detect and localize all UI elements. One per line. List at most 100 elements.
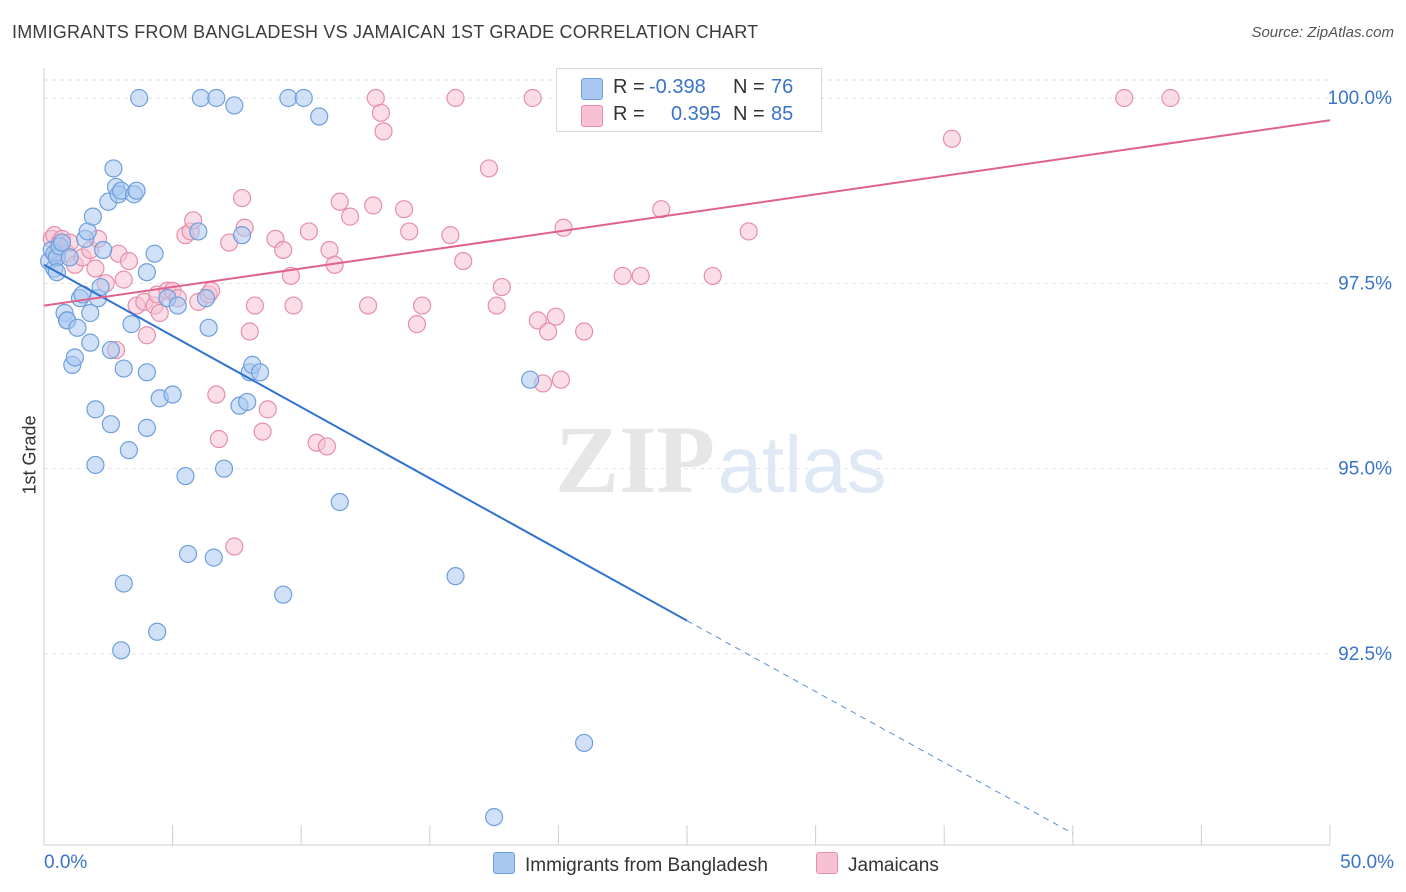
point-jamaicans [613, 266, 632, 286]
legend-n-value: 76 [771, 76, 794, 98]
trend-lines [43, 119, 1331, 834]
point-bangladesh [119, 441, 138, 460]
legend-item-bangladesh[interactable]: Immigrants from Bangladesh [493, 852, 768, 877]
point-bangladesh [178, 544, 198, 564]
point-jamaicans [371, 103, 391, 122]
chart-title: IMMIGRANTS FROM BANGLADESH VS JAMAICAN 1… [12, 22, 759, 42]
point-jamaicans [551, 370, 571, 389]
legend-label-bangladesh: Immigrants from Bangladesh [525, 855, 768, 876]
point-jamaicans [631, 266, 650, 286]
point-bangladesh [137, 418, 156, 437]
point-bangladesh [83, 207, 102, 226]
legend-n-value: 85 [771, 103, 794, 125]
legend-swatch-blue [581, 78, 603, 100]
point-jamaicans [652, 200, 671, 219]
y-tick-labels: 92.5% 95.0% 97.5% 100.0% [1328, 88, 1393, 665]
point-jamaicans [739, 222, 758, 241]
y-axis-title: 1st Grade [19, 415, 40, 495]
legend-r-value: -0.398 [649, 76, 706, 98]
point-bangladesh [204, 548, 223, 567]
y-tick-label: 95.0% [1338, 459, 1392, 480]
watermark-zip: ZIP [555, 406, 715, 513]
y-tick-label: 92.5% [1338, 644, 1392, 665]
legend-swatch-blue [493, 852, 515, 874]
point-jamaicans [86, 259, 105, 278]
trend-line-bangladesh-extension [686, 620, 1074, 834]
point-bangladesh [196, 289, 216, 308]
point-bangladesh [94, 240, 113, 260]
grid-lines [44, 79, 1330, 655]
point-jamaicans [330, 192, 349, 211]
legend-n-label: N = [733, 76, 765, 98]
point-jamaicans [575, 322, 594, 341]
point-bangladesh [238, 392, 257, 412]
point-jamaicans [245, 296, 265, 315]
point-jamaicans [703, 266, 722, 286]
point-jamaicans [232, 188, 252, 208]
point-bangladesh [122, 315, 141, 334]
point-jamaicans [446, 88, 465, 108]
point-bangladesh [485, 807, 504, 827]
point-jamaicans [487, 296, 506, 315]
x-tick-min: 0.0% [44, 852, 88, 873]
point-bangladesh [279, 88, 298, 108]
point-jamaicans [253, 422, 272, 441]
point-jamaicans [317, 437, 337, 456]
point-bangladesh [127, 181, 146, 200]
legend-r-label: R = [613, 103, 645, 125]
point-jamaicans [225, 537, 244, 556]
point-bangladesh [137, 263, 156, 282]
point-jamaicans [454, 251, 473, 271]
point-bangladesh [112, 641, 131, 660]
point-jamaicans [1115, 88, 1134, 108]
point-jamaicans [299, 222, 319, 241]
legend-item-jamaicans[interactable]: Jamaicans [816, 852, 939, 877]
point-bangladesh [68, 318, 87, 337]
point-bangladesh [60, 248, 79, 267]
point-jamaicans [358, 296, 378, 315]
point-jamaicans [364, 196, 383, 215]
legend-n-label: N = [733, 103, 765, 125]
watermark: ZIP atlas [555, 406, 887, 513]
point-jamaicans [119, 251, 138, 271]
point-jamaicans [374, 122, 393, 141]
point-jamaicans [207, 385, 226, 404]
point-bangladesh [189, 222, 208, 241]
point-bangladesh [168, 296, 187, 315]
point-bangladesh [52, 233, 72, 252]
watermark-atlas: atlas [718, 420, 887, 509]
point-bangladesh [86, 400, 105, 419]
series-legend: Immigrants from Bangladesh Jamaicans [0, 852, 1406, 878]
point-jamaicans [400, 222, 419, 241]
point-jamaicans [539, 322, 558, 341]
series-bangladesh [40, 88, 594, 827]
point-bangladesh [274, 585, 293, 604]
point-jamaicans [523, 88, 542, 108]
point-bangladesh [81, 303, 100, 323]
point-jamaicans [554, 218, 573, 237]
point-jamaicans [546, 307, 565, 326]
point-jamaicans [274, 240, 293, 260]
point-jamaicans [209, 429, 228, 449]
point-bangladesh [176, 466, 195, 486]
point-bangladesh [191, 88, 210, 108]
y-tick-label: 100.0% [1328, 88, 1393, 109]
point-jamaicans [150, 303, 169, 323]
point-jamaicans [258, 400, 277, 419]
point-bangladesh [101, 415, 120, 434]
series-jamaicans [42, 88, 1180, 556]
point-bangladesh [575, 733, 594, 753]
point-bangladesh [114, 574, 133, 593]
point-jamaicans [479, 159, 499, 178]
point-jamaicans [114, 270, 133, 289]
trend-line-jamaicans [43, 119, 1331, 307]
point-jamaicans [137, 326, 156, 345]
point-bangladesh [137, 363, 156, 382]
correlation-legend: R = -0.398 N = 76 R = 0.395 N = 85 [556, 68, 822, 132]
point-bangladesh [81, 333, 100, 352]
legend-r-label: R = [613, 76, 645, 98]
point-jamaicans [492, 277, 511, 297]
point-bangladesh [310, 107, 329, 126]
point-jamaicans [407, 315, 427, 334]
